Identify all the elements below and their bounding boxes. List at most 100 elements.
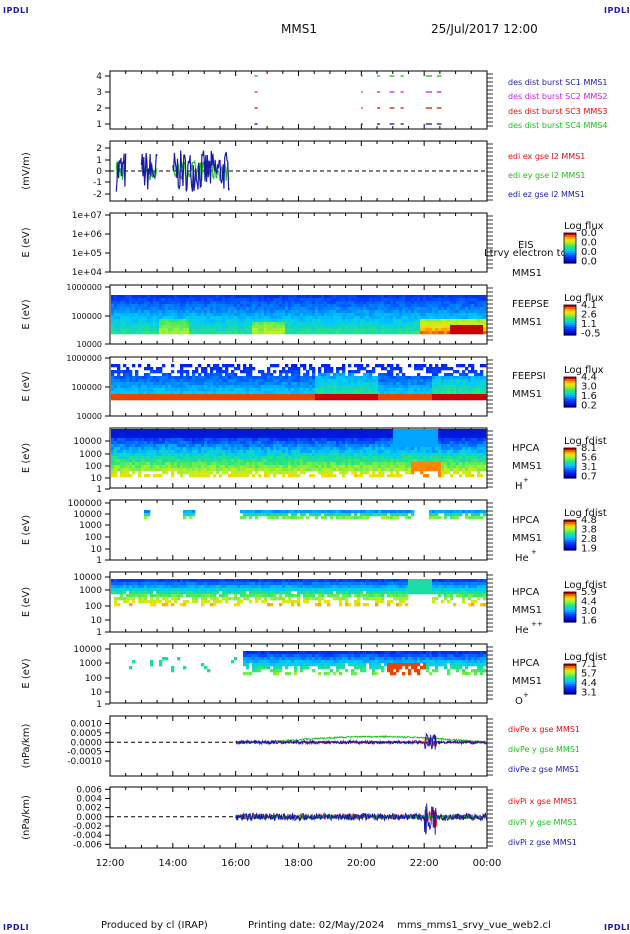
hpca_h-pixel — [318, 453, 322, 457]
feepse-pixel — [321, 304, 325, 308]
feepsi-pixel — [411, 397, 415, 401]
feepsi-pixel — [222, 391, 226, 395]
feepsi-pixel — [264, 394, 268, 398]
feepsi-pixel — [453, 397, 457, 401]
feepsi-pixel — [147, 388, 151, 392]
hpca_h-pixel — [183, 459, 187, 463]
feepse-colorbar-tick: 1.1 — [581, 319, 597, 330]
feepsi-pixel — [351, 385, 355, 389]
feepse-pixel — [111, 307, 115, 311]
feepse-pixel — [300, 310, 304, 314]
feepse-pixel — [237, 328, 241, 332]
feepsi-pixel — [312, 397, 316, 401]
feepsi-pixel — [222, 397, 226, 401]
hpca_h-pixel — [162, 429, 166, 433]
feepse-pixel — [399, 316, 403, 320]
feepse-pixel — [168, 328, 172, 332]
feepsi-pixel — [138, 391, 142, 395]
hpca_h-pixel — [315, 435, 319, 439]
feepse-pixel — [480, 322, 484, 326]
hpca_h-pixel — [294, 456, 298, 460]
feepse-pixel — [120, 319, 124, 323]
hpca_h-pixel — [363, 462, 367, 466]
feepse-pixel — [279, 298, 283, 302]
hpca_h-pixel — [147, 438, 151, 442]
feepse-pixel — [294, 298, 298, 302]
hpca_h-pixel — [342, 444, 346, 448]
feepse-pixel — [231, 322, 235, 326]
feepsi-pixel — [303, 367, 307, 371]
feepsi-pixel — [246, 382, 250, 386]
hpca_h-pixel — [387, 468, 391, 472]
hpca_h-pixel — [354, 453, 358, 457]
hpca_h-pixel — [174, 438, 178, 442]
feepsi-pixel — [207, 373, 211, 377]
feepsi-pixel — [291, 394, 295, 398]
feepsi-pixel — [366, 391, 370, 395]
feepsi-spacecraft-label: MMS1 — [512, 389, 542, 400]
feepsi-pixel — [339, 373, 343, 377]
feepse-pixel — [462, 325, 466, 329]
feepse-pixel — [207, 304, 211, 308]
feepsi-pixel — [240, 382, 244, 386]
feepsi-pixel — [375, 385, 379, 389]
hpca_h-pixel — [267, 474, 271, 478]
feepsi-pixel — [447, 376, 451, 380]
feepse-pixel — [327, 295, 331, 299]
feepsi-pixel — [348, 379, 352, 383]
feepsi-pixel — [324, 394, 328, 398]
feepse-pixel — [288, 301, 292, 305]
feepsi-pixel — [129, 382, 133, 386]
feepsi-pixel — [132, 394, 136, 398]
feepsi-pixel — [315, 397, 319, 401]
feepsi-pixel — [267, 385, 271, 389]
feepsi-pixel — [471, 385, 475, 389]
feepse-pixel — [258, 331, 262, 335]
feepsi-pixel — [144, 385, 148, 389]
hpca_h-pixel — [240, 456, 244, 460]
feepsi-pixel — [219, 370, 223, 374]
hpca_h-pixel — [204, 468, 208, 472]
feepse-pixel — [276, 301, 280, 305]
hpca_h-pixel — [159, 474, 163, 478]
feepse-pixel — [120, 322, 124, 326]
feepse-pixel — [285, 295, 289, 299]
feepsi-pixel — [429, 394, 433, 398]
feepsi-pixel — [168, 379, 172, 383]
hpca_h-pixel — [348, 459, 352, 463]
hpca_h-pixel — [138, 471, 142, 475]
feepsi-pixel — [207, 364, 211, 368]
feepsi-pixel — [366, 364, 370, 368]
hpca_h-pixel — [405, 468, 409, 472]
feepse-pixel — [288, 295, 292, 299]
feepse-pixel — [318, 298, 322, 302]
hpca_h-pixel — [297, 444, 301, 448]
feepsi-pixel — [123, 370, 127, 374]
feepse-pixel — [444, 322, 448, 326]
feepse-pixel — [264, 325, 268, 329]
feepse-pixel — [183, 325, 187, 329]
feepsi-pixel — [162, 397, 166, 401]
hpca_h-pixel — [222, 435, 226, 439]
feepsi-pixel — [270, 364, 274, 368]
hpca_h-pixel — [126, 468, 130, 472]
feepse-pixel — [213, 301, 217, 305]
feepsi-pixel — [429, 397, 433, 401]
hpca_h-pixel — [144, 465, 148, 469]
feepsi-pixel — [357, 364, 361, 368]
hpca_h-pixel — [366, 471, 370, 475]
hpca_h-pixel — [117, 453, 121, 457]
feepse-pixel — [273, 295, 277, 299]
feepsi-pixel — [207, 388, 211, 392]
hpca_h-pixel — [336, 435, 340, 439]
hpca_h-pixel — [291, 435, 295, 439]
feepse-pixel — [279, 325, 283, 329]
feepse-pixel — [216, 295, 220, 299]
feepse-pixel — [465, 298, 469, 302]
feepse-pixel — [405, 295, 409, 299]
feepse-pixel — [153, 331, 157, 335]
feepse-pixel — [396, 328, 400, 332]
hpca_h-pixel — [114, 447, 118, 451]
hpca_h-pixel — [132, 429, 136, 433]
hpca_h-pixel — [240, 453, 244, 457]
